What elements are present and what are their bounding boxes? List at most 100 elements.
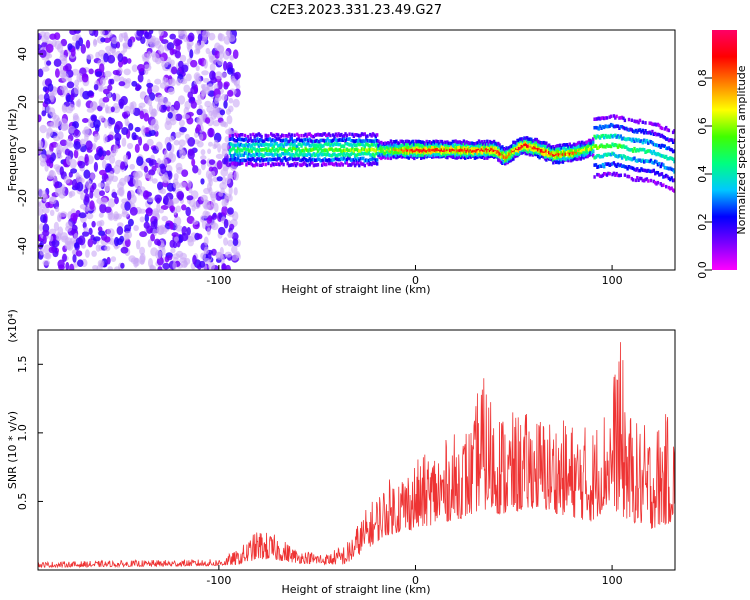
- noise-cell: [93, 30, 99, 38]
- ridge-cell: [538, 143, 541, 147]
- ridge-cell: [521, 138, 525, 142]
- noise-cell: [100, 37, 106, 43]
- ridge-cell: [264, 133, 267, 138]
- ridge-cell: [556, 144, 559, 148]
- ridge-cell: [437, 149, 441, 153]
- ridge-cell: [384, 156, 387, 160]
- ridge-cell: [631, 137, 635, 142]
- ridge-cell: [605, 124, 609, 129]
- ridge-cell: [640, 139, 643, 143]
- ridge-cell: [538, 140, 541, 145]
- ridge-cell: [483, 139, 486, 144]
- noise-cell: [205, 117, 211, 124]
- ridge-cell: [347, 153, 350, 157]
- noise-cell: [75, 250, 83, 257]
- ridge-cell: [237, 137, 240, 142]
- ridge-cell: [494, 150, 497, 154]
- ridge-cell: [501, 157, 504, 161]
- ridge-cell: [477, 153, 481, 157]
- ridge-cell: [519, 146, 522, 150]
- ridge-cell: [469, 141, 472, 145]
- ridge-cell: [603, 125, 606, 130]
- ridge-cell: [466, 154, 470, 158]
- ridge-cell: [545, 141, 548, 145]
- ridge-cell: [637, 178, 640, 182]
- ridge-cell: [506, 151, 510, 156]
- ridge-cell: [304, 153, 307, 157]
- ridge-cell: [319, 143, 322, 147]
- ridge-cell: [337, 152, 340, 157]
- ridge-cell: [614, 173, 617, 177]
- noise-cell: [171, 232, 179, 238]
- ridge-cell: [607, 134, 610, 138]
- ridge-cell: [411, 149, 415, 153]
- ridge-cell: [389, 139, 393, 143]
- ridge-cell: [631, 129, 635, 133]
- noise-cell: [98, 115, 105, 122]
- ridge-cell: [596, 146, 599, 150]
- noise-cell: [124, 224, 132, 232]
- ridge-cell: [300, 144, 303, 148]
- ridge-cell: [603, 144, 606, 149]
- ridge-cell: [440, 144, 443, 149]
- ridge-cell: [309, 158, 313, 163]
- ridge-cell: [340, 138, 343, 142]
- ridge-cell: [634, 158, 638, 163]
- ridge-cell: [365, 134, 368, 139]
- noise-cell: [110, 150, 117, 157]
- ridge-cell: [619, 163, 622, 167]
- ridge-cell: [465, 154, 468, 158]
- noise-cell: [187, 91, 193, 99]
- ridge-cell: [652, 149, 655, 154]
- ridge-cell: [524, 151, 527, 156]
- ridge-cell: [370, 139, 373, 143]
- ridge-cell: [521, 141, 525, 146]
- noise-cell: [89, 200, 95, 210]
- noise-cell: [182, 114, 190, 120]
- ridge-cell: [662, 163, 665, 167]
- noise-cell: [145, 207, 153, 217]
- noise-cell: [151, 178, 158, 184]
- noise-cell: [176, 191, 185, 200]
- noise-cell: [65, 262, 70, 270]
- ridge-cell: [329, 147, 332, 151]
- noise-cell: [88, 68, 94, 75]
- ridge-cell: [370, 134, 373, 138]
- ridge-cell: [560, 154, 563, 158]
- ridge-cell: [660, 143, 664, 148]
- ridge-cell: [470, 149, 474, 153]
- ridge-cell: [404, 139, 408, 144]
- ridge-cell: [659, 145, 662, 149]
- ridge-cell: [585, 154, 588, 159]
- noise-cell: [200, 149, 206, 156]
- noise-cell: [220, 72, 227, 79]
- ridge-cell: [395, 144, 398, 148]
- ridge-cell: [582, 150, 585, 154]
- ridge-cell: [235, 134, 238, 139]
- noise-cell: [162, 176, 168, 183]
- ridge-cell: [643, 148, 646, 152]
- ridge-cell: [424, 148, 427, 153]
- ridge-cell: [380, 156, 383, 161]
- ridge-cell: [669, 187, 672, 191]
- noise-cell: [93, 119, 101, 129]
- noise-cell: [53, 58, 62, 67]
- ridge-cell: [298, 149, 302, 153]
- ridge-cell: [415, 153, 419, 158]
- ridge-cell: [476, 147, 479, 151]
- ridge-cell: [587, 143, 591, 147]
- ridge-cell: [560, 146, 563, 150]
- ridge-cell: [380, 152, 383, 156]
- ridge-cell: [446, 143, 449, 147]
- ridge-cell: [486, 156, 489, 160]
- ridge-cell: [301, 157, 304, 162]
- noise-cell: [45, 150, 53, 156]
- y-tick-label: 1.0: [16, 424, 29, 442]
- ridge-cell: [322, 152, 325, 157]
- ridge-cell: [402, 152, 405, 156]
- ridge-cell: [377, 139, 380, 144]
- ridge-cell: [358, 152, 361, 156]
- noise-cell: [82, 231, 90, 237]
- ridge-cell: [331, 133, 335, 137]
- ridge-cell: [422, 143, 426, 147]
